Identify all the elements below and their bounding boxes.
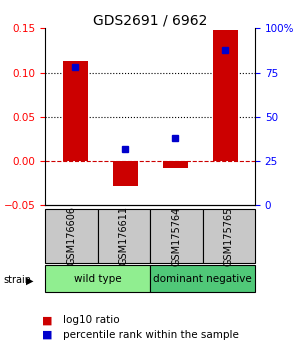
- Bar: [202, 209, 255, 263]
- Text: GSM175765: GSM175765: [224, 206, 234, 266]
- Bar: [163, 161, 188, 168]
- Bar: [112, 161, 137, 186]
- Text: ■: ■: [42, 315, 52, 325]
- Bar: [62, 61, 88, 161]
- Text: strain: strain: [3, 275, 31, 285]
- Bar: [150, 266, 255, 292]
- Bar: [150, 209, 202, 263]
- Title: GDS2691 / 6962: GDS2691 / 6962: [93, 13, 207, 27]
- Bar: [98, 209, 150, 263]
- Bar: [212, 30, 238, 161]
- Bar: [45, 266, 150, 292]
- Bar: [45, 209, 98, 263]
- Text: log10 ratio: log10 ratio: [63, 315, 120, 325]
- Text: ■: ■: [42, 330, 52, 339]
- Text: ▶: ▶: [26, 275, 33, 285]
- Text: GSM176606: GSM176606: [66, 206, 76, 266]
- Text: GSM175764: GSM175764: [171, 206, 181, 266]
- Text: GSM176611: GSM176611: [119, 206, 129, 266]
- Text: dominant negative: dominant negative: [153, 274, 252, 284]
- Text: percentile rank within the sample: percentile rank within the sample: [63, 330, 239, 339]
- Text: wild type: wild type: [74, 274, 121, 284]
